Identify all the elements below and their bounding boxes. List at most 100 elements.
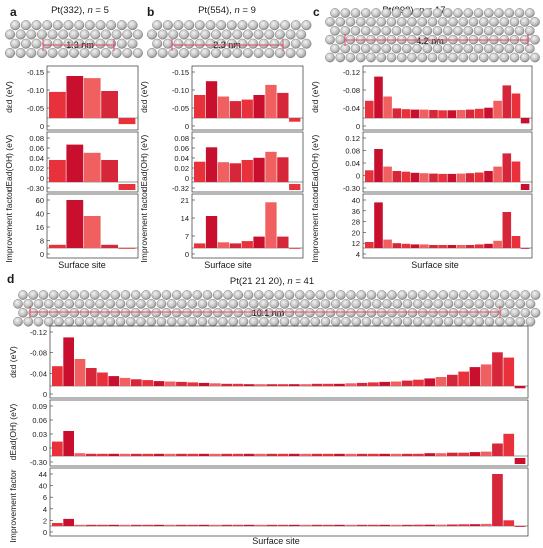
- bar-b-1-1: [194, 95, 206, 118]
- c-atom: [396, 52, 407, 63]
- panel-b-title: Pt(554), n = 9: [198, 5, 256, 16]
- bar-c-2-16: [502, 153, 512, 182]
- bar-c-3-14: [484, 243, 493, 248]
- d-atom: [79, 290, 90, 300]
- c-atom: [407, 17, 417, 27]
- c-atom: [499, 17, 510, 27]
- b-atom: [253, 29, 264, 40]
- d-atom: [253, 290, 264, 300]
- bar-d-3-2: [63, 518, 74, 526]
- y-tick-label: 7: [185, 232, 189, 241]
- bar-d-1-31: [390, 381, 402, 386]
- c-atom: [524, 25, 535, 36]
- b-atom: [162, 20, 173, 31]
- d-atom: [382, 316, 392, 327]
- a-atom: [84, 38, 95, 49]
- c-atom: [530, 52, 540, 63]
- bar-d-2-13: [187, 453, 199, 456]
- b-atom: [173, 20, 184, 31]
- d-atom: [525, 299, 536, 309]
- b-atom: [296, 29, 307, 40]
- bar-d-2-26: [334, 453, 345, 456]
- d-atom: [320, 316, 331, 327]
- chart-panel-c: -0.12 -0.08 -0.04 0 0.12 0.08 0.04 0 -0.30 40 36 28…: [343, 65, 533, 259]
- panel-d-dimension: 10.1 nm: [252, 308, 285, 318]
- bar-d-1-9: [142, 380, 153, 386]
- d-atom: [510, 290, 520, 300]
- bar-c-3-4: [392, 243, 402, 248]
- plot-frame: [46, 65, 139, 131]
- d-atom: [43, 299, 54, 309]
- y-tick-label: -0.15: [172, 68, 189, 77]
- b-atom: [301, 20, 312, 31]
- bar-d-1-2: [63, 337, 74, 386]
- bar-c-3-13: [475, 244, 484, 248]
- d-atom: [212, 290, 223, 300]
- d-atom: [428, 307, 438, 318]
- bar-d-1-15: [210, 383, 221, 386]
- bar-d-1-8: [131, 379, 142, 387]
- y-tick-label: 0: [185, 122, 189, 131]
- d-atom: [351, 299, 362, 309]
- bar-d-1-37: [458, 371, 469, 386]
- a-atom: [122, 29, 133, 40]
- c-atom: [376, 17, 387, 27]
- bar-d-1-12: [176, 381, 187, 386]
- d-atom: [69, 307, 80, 318]
- bar-d-3-26: [334, 524, 345, 526]
- bar-d-2-8: [131, 453, 142, 456]
- bar-d-2-17: [232, 453, 244, 456]
- bar-b-3-5: [241, 241, 253, 248]
- c-atom: [463, 43, 474, 54]
- bar-c-1-2: [374, 76, 383, 118]
- d-atom: [294, 290, 305, 300]
- d-atom: [443, 299, 454, 309]
- bar-d-1-40: [492, 352, 503, 387]
- y-tick-label: 40: [39, 482, 47, 491]
- bar-d-1-28: [356, 382, 368, 386]
- c-atom: [401, 43, 412, 54]
- d-atom: [474, 299, 485, 309]
- chart-a-row-2: 0.080.060.040.020-0.30: [27, 131, 139, 193]
- d-atom: [141, 290, 151, 300]
- bar-d-2-19: [255, 453, 266, 456]
- d-atom: [223, 290, 233, 300]
- y-tick-label: -0.10: [172, 86, 189, 95]
- c-atom: [360, 8, 371, 18]
- c-atom: [330, 25, 340, 36]
- d-atom: [166, 316, 177, 327]
- panel-c-ylabel-2: dEad(OH) (eV): [310, 134, 320, 191]
- a-atom: [4, 29, 16, 40]
- panel-b-ylabel-2: dEad(OH) (eV): [139, 134, 149, 191]
- y-tick-label: 0.04: [174, 154, 189, 163]
- bar-c-3-2: [374, 202, 383, 248]
- y-tick-label: 60: [36, 196, 44, 205]
- c-atom: [473, 8, 484, 18]
- c-atom: [524, 43, 535, 54]
- a-atom: [100, 47, 111, 59]
- d-atom: [100, 307, 110, 318]
- c-atom: [401, 25, 412, 36]
- bar-d-3-15: [210, 524, 221, 526]
- bar-c-2-6: [410, 172, 420, 182]
- bar-d-2-32: [401, 453, 413, 456]
- bar-a-2-5: [118, 184, 136, 190]
- y-tick-label: 0.02: [174, 164, 189, 173]
- b-atom: [157, 47, 168, 59]
- bar-d-3-33: [413, 524, 424, 526]
- bar-d-3-41: [503, 520, 515, 526]
- bar-d-1-23: [300, 384, 311, 386]
- y-tick-label: 0: [185, 250, 189, 259]
- d-atom: [33, 299, 44, 309]
- bar-d-2-4: [85, 453, 97, 456]
- d-atom: [264, 307, 274, 318]
- panel-d-header: d Pt(21 21 20), n = 41: [7, 272, 314, 287]
- b-atom: [194, 38, 205, 49]
- b-atom: [200, 29, 211, 40]
- a-atom: [79, 29, 90, 40]
- y-tick-label: 0.09: [32, 402, 47, 411]
- c-atom: [494, 8, 504, 18]
- bar-d-1-39: [480, 364, 492, 386]
- bar-a-3-2: [66, 200, 84, 248]
- chart-b-row-3: 21 14 7 0: [181, 193, 304, 259]
